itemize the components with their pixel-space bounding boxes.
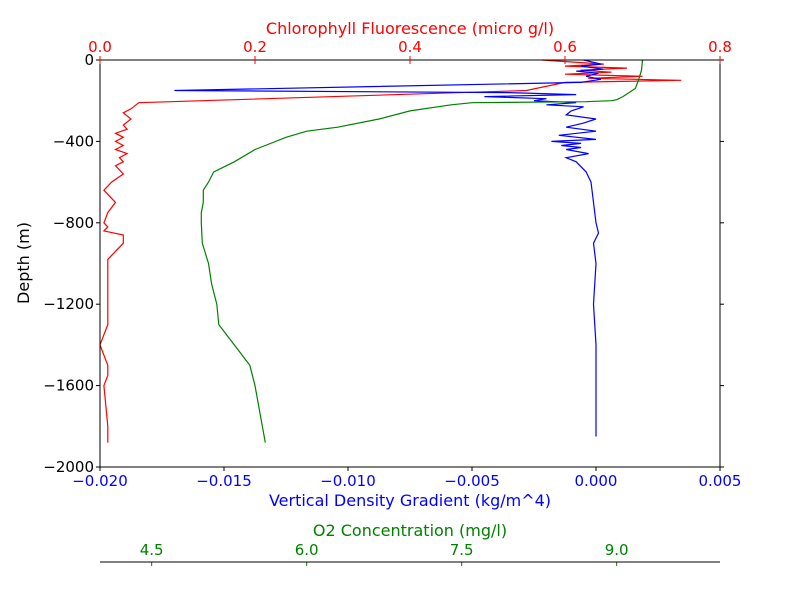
chlorophyll-tick-label: 0.4: [398, 38, 422, 56]
chlorophyll-tick-label: 0.2: [243, 38, 267, 56]
y-tick-label: −2000: [43, 458, 94, 476]
density-tick-label: −0.015: [196, 472, 252, 490]
series-layer: [99, 59, 682, 443]
y-tick-label: 0: [84, 51, 94, 69]
y-tick-label: −1600: [43, 377, 94, 395]
plot-frame: [99, 59, 721, 468]
series-line-chlorophyll: [99, 59, 682, 443]
o2-tick-label: 6.0: [295, 541, 319, 559]
density-tick-label: 0.005: [699, 472, 742, 490]
density-tick-label: −0.010: [320, 472, 376, 490]
o2-tick-label: 4.5: [140, 541, 164, 559]
chlorophyll-tick-label: 0.0: [88, 38, 112, 56]
density-axis-title: Vertical Density Gradient (kg/m^4): [269, 491, 551, 510]
y-axis-title: Depth (m): [14, 222, 33, 304]
density-tick-label: 0.000: [575, 472, 618, 490]
o2-axis-title: O2 Concentration (mg/l): [313, 521, 507, 540]
chlorophyll-tick-label: 0.6: [553, 38, 577, 56]
series-line-o2: [200, 59, 644, 443]
chlorophyll-tick-label: 0.8: [708, 38, 732, 56]
series-line-density: [174, 59, 604, 437]
density-tick-label: −0.005: [444, 472, 500, 490]
y-tick-label: −1200: [43, 295, 94, 313]
density-tick-label: −0.020: [72, 472, 128, 490]
y-tick-label: −400: [53, 132, 94, 150]
y-tick-label: −800: [53, 214, 94, 232]
o2-tick-label: 7.5: [450, 541, 474, 559]
chlorophyll-axis-title: Chlorophyll Fluorescence (micro g/l): [266, 19, 554, 38]
o2-tick-label: 9.0: [605, 541, 629, 559]
tick-layer: 0 −400 −800 −1200 −1600 −2000−0.020 −0.015 −0.0…: [43, 38, 741, 566]
